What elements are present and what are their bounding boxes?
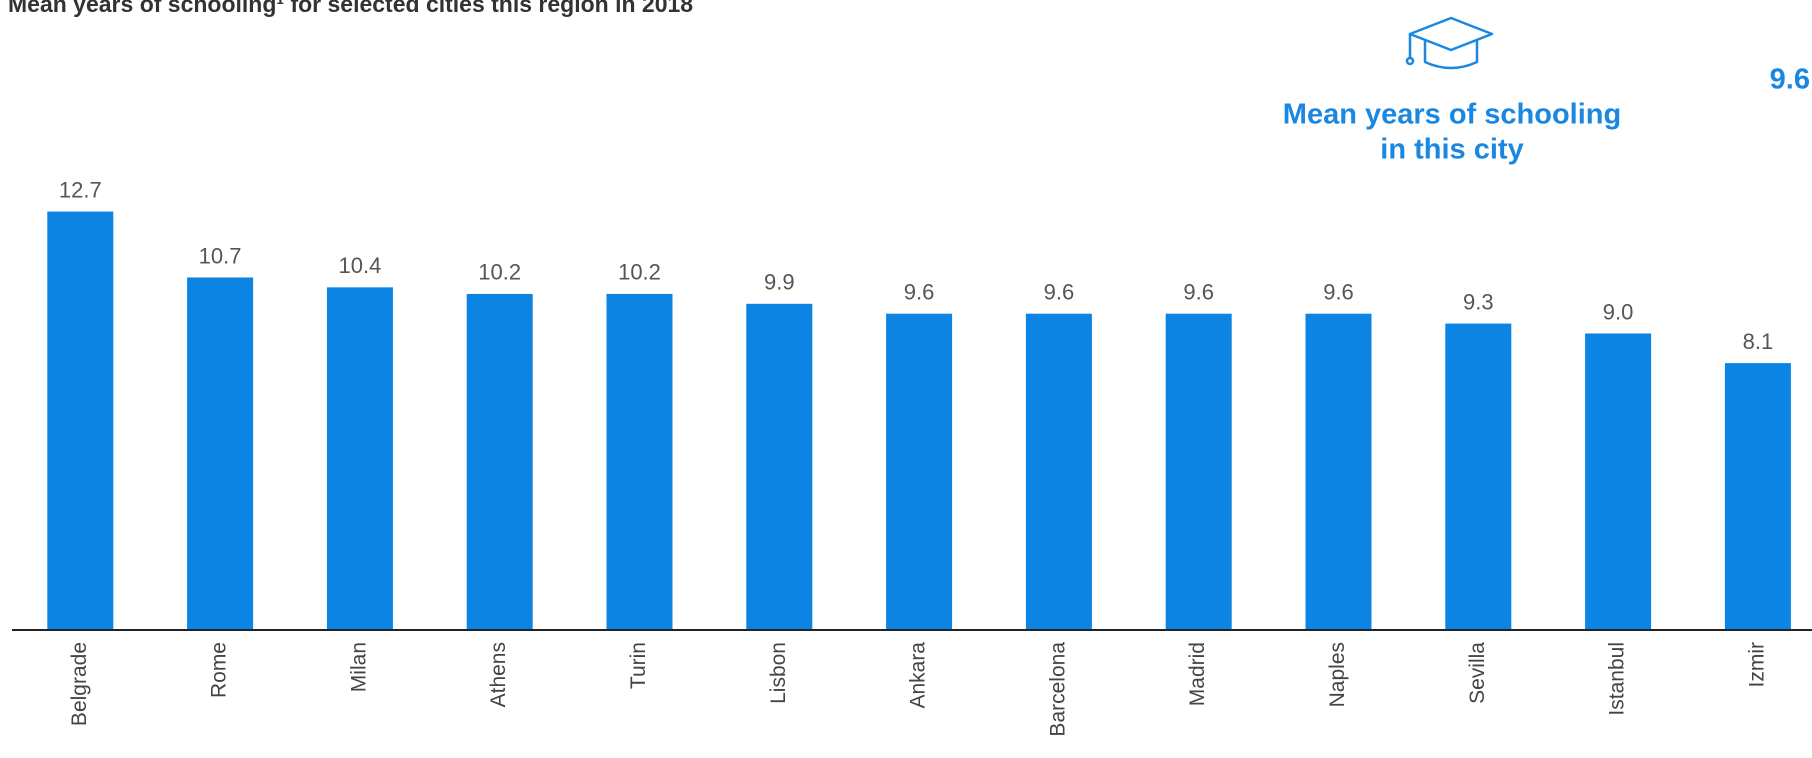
value-label: 9.6	[1323, 280, 1354, 305]
x-tick-label: Naples	[1326, 642, 1349, 707]
annotation-label: in this city	[1380, 134, 1523, 166]
annotation-label: Mean years of schooling	[1283, 99, 1621, 131]
bar	[326, 287, 393, 630]
x-tick-label: Turin	[627, 642, 650, 689]
cap-icon	[1405, 16, 1494, 70]
x-tick-label: Belgrade	[68, 642, 91, 726]
value-label: 10.4	[338, 253, 381, 278]
bar	[466, 293, 533, 630]
x-tick-label: Lisbon	[767, 642, 790, 704]
x-tick-label: Madrid	[1186, 642, 1209, 706]
bar	[886, 313, 953, 630]
value-label: 10.7	[199, 243, 242, 268]
value-label: 10.2	[478, 260, 521, 285]
bar	[187, 277, 254, 630]
x-tick-label: Barcelona	[1046, 642, 1069, 737]
x-tick-label: Izmir	[1745, 642, 1768, 688]
x-tick-label: Milan	[347, 642, 370, 692]
bar	[1585, 333, 1652, 630]
bar	[1445, 323, 1512, 630]
value-label: 9.9	[764, 270, 795, 295]
bar	[47, 211, 114, 630]
x-tick-label: Rome	[208, 642, 231, 698]
value-label: 9.6	[1044, 280, 1075, 305]
bar	[606, 293, 673, 630]
x-tick-label: Ankara	[907, 642, 930, 709]
value-label: 12.7	[59, 177, 102, 202]
value-label: 9.0	[1603, 299, 1634, 324]
value-label: 9.6	[1183, 280, 1214, 305]
value-label: 8.1	[1743, 329, 1774, 354]
annotation-value: 9.6	[1770, 64, 1810, 96]
x-tick-label: Istanbul	[1606, 642, 1629, 716]
value-label: 9.6	[904, 280, 935, 305]
bar	[1724, 363, 1791, 630]
bar	[1025, 313, 1092, 630]
bar	[746, 303, 813, 630]
bar	[1305, 313, 1372, 630]
chart-title: Mean years of schooling¹ for selected ci…	[8, 0, 693, 17]
bar	[1165, 313, 1232, 630]
value-label: 9.3	[1463, 289, 1494, 314]
x-tick-label: Sevilla	[1466, 642, 1489, 704]
value-label: 10.2	[618, 260, 661, 285]
x-tick-label: Athens	[487, 642, 510, 707]
